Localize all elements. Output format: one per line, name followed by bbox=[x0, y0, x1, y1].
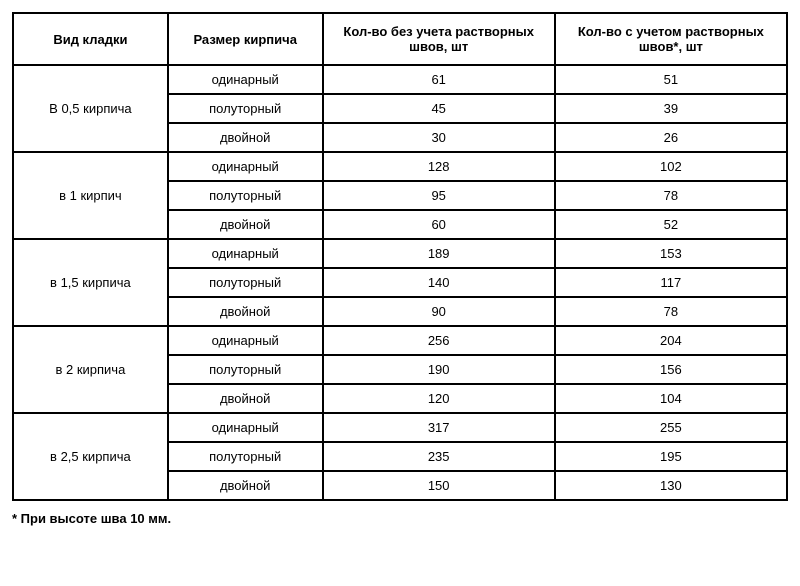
cell-type: в 2 кирпича bbox=[13, 326, 168, 413]
cell-without: 189 bbox=[323, 239, 555, 268]
cell-size: полуторный bbox=[168, 181, 323, 210]
cell-size: двойной bbox=[168, 123, 323, 152]
cell-with: 78 bbox=[555, 297, 787, 326]
cell-without: 190 bbox=[323, 355, 555, 384]
cell-size: одинарный bbox=[168, 326, 323, 355]
cell-type: в 2,5 кирпича bbox=[13, 413, 168, 500]
cell-with: 52 bbox=[555, 210, 787, 239]
brick-count-table: Вид кладки Размер кирпича Кол-во без уче… bbox=[12, 12, 788, 501]
cell-with: 156 bbox=[555, 355, 787, 384]
cell-size: двойной bbox=[168, 471, 323, 500]
cell-with: 39 bbox=[555, 94, 787, 123]
table-row: В 0,5 кирпича одинарный 61 51 bbox=[13, 65, 787, 94]
cell-size: одинарный bbox=[168, 239, 323, 268]
cell-with: 130 bbox=[555, 471, 787, 500]
cell-size: полуторный bbox=[168, 355, 323, 384]
cell-without: 140 bbox=[323, 268, 555, 297]
cell-with: 102 bbox=[555, 152, 787, 181]
col-header-type: Вид кладки bbox=[13, 13, 168, 65]
table-row: в 1 кирпич одинарный 128 102 bbox=[13, 152, 787, 181]
footnote: * При высоте шва 10 мм. bbox=[12, 511, 788, 526]
cell-type: в 1 кирпич bbox=[13, 152, 168, 239]
cell-without: 128 bbox=[323, 152, 555, 181]
cell-type: в 1,5 кирпича bbox=[13, 239, 168, 326]
cell-size: одинарный bbox=[168, 152, 323, 181]
table-row: в 2,5 кирпича одинарный 317 255 bbox=[13, 413, 787, 442]
cell-without: 45 bbox=[323, 94, 555, 123]
cell-type: В 0,5 кирпича bbox=[13, 65, 168, 152]
cell-with: 26 bbox=[555, 123, 787, 152]
cell-size: одинарный bbox=[168, 65, 323, 94]
cell-with: 195 bbox=[555, 442, 787, 471]
table-header-row: Вид кладки Размер кирпича Кол-во без уче… bbox=[13, 13, 787, 65]
cell-size: полуторный bbox=[168, 268, 323, 297]
cell-without: 60 bbox=[323, 210, 555, 239]
col-header-with: Кол-во с учетом растворных швов*, шт bbox=[555, 13, 787, 65]
cell-size: двойной bbox=[168, 210, 323, 239]
cell-with: 255 bbox=[555, 413, 787, 442]
cell-with: 117 bbox=[555, 268, 787, 297]
table-row: в 1,5 кирпича одинарный 189 153 bbox=[13, 239, 787, 268]
table-row: в 2 кирпича одинарный 256 204 bbox=[13, 326, 787, 355]
cell-without: 95 bbox=[323, 181, 555, 210]
cell-without: 256 bbox=[323, 326, 555, 355]
cell-without: 150 bbox=[323, 471, 555, 500]
cell-without: 90 bbox=[323, 297, 555, 326]
col-header-size: Размер кирпича bbox=[168, 13, 323, 65]
cell-without: 30 bbox=[323, 123, 555, 152]
cell-without: 235 bbox=[323, 442, 555, 471]
cell-size: двойной bbox=[168, 297, 323, 326]
cell-with: 51 bbox=[555, 65, 787, 94]
cell-size: полуторный bbox=[168, 94, 323, 123]
cell-with: 104 bbox=[555, 384, 787, 413]
cell-without: 120 bbox=[323, 384, 555, 413]
table-body: В 0,5 кирпича одинарный 61 51 полуторный… bbox=[13, 65, 787, 500]
cell-size: двойной bbox=[168, 384, 323, 413]
col-header-without: Кол-во без учета растворных швов, шт bbox=[323, 13, 555, 65]
cell-without: 317 bbox=[323, 413, 555, 442]
cell-with: 204 bbox=[555, 326, 787, 355]
cell-with: 78 bbox=[555, 181, 787, 210]
cell-with: 153 bbox=[555, 239, 787, 268]
cell-size: одинарный bbox=[168, 413, 323, 442]
cell-without: 61 bbox=[323, 65, 555, 94]
cell-size: полуторный bbox=[168, 442, 323, 471]
